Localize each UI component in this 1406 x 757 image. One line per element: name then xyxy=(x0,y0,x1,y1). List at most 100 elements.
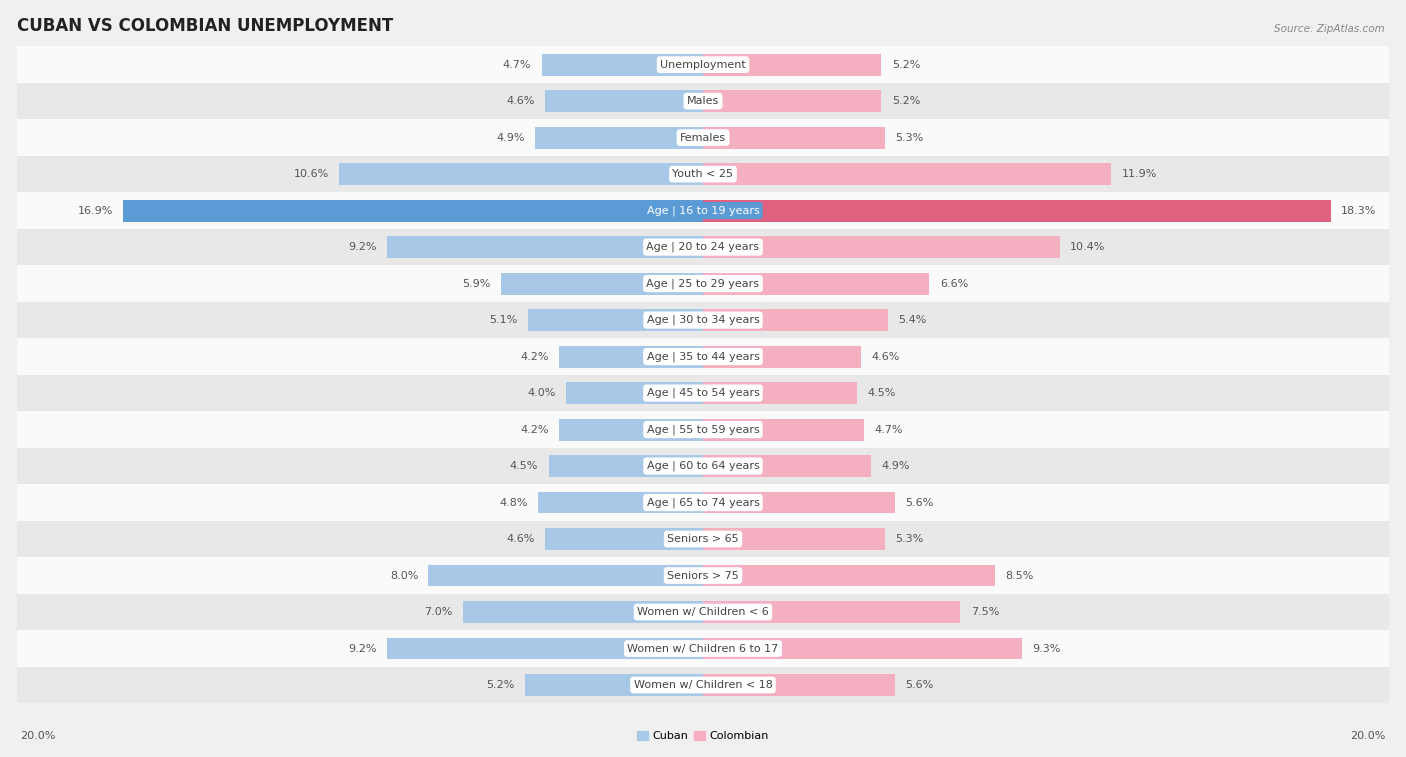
Bar xyxy=(17,120,1389,156)
Text: 5.2%: 5.2% xyxy=(891,96,920,106)
Bar xyxy=(17,156,1389,192)
Text: CUBAN VS COLOMBIAN UNEMPLOYMENT: CUBAN VS COLOMBIAN UNEMPLOYMENT xyxy=(17,17,392,35)
Bar xyxy=(548,455,703,477)
Bar xyxy=(17,593,1389,631)
Bar xyxy=(17,631,1389,667)
Text: Males: Males xyxy=(688,96,718,106)
Text: 4.9%: 4.9% xyxy=(882,461,910,471)
Bar xyxy=(17,266,1389,302)
Text: Age | 45 to 54 years: Age | 45 to 54 years xyxy=(647,388,759,398)
Bar xyxy=(703,455,872,477)
Bar xyxy=(703,528,884,550)
Bar xyxy=(546,90,703,112)
Text: 10.4%: 10.4% xyxy=(1070,242,1105,252)
Text: 5.3%: 5.3% xyxy=(896,132,924,142)
Bar xyxy=(538,491,703,513)
Bar xyxy=(524,674,703,696)
Text: 4.5%: 4.5% xyxy=(868,388,896,398)
Bar xyxy=(703,491,896,513)
Bar xyxy=(703,309,889,331)
Text: Age | 16 to 19 years: Age | 16 to 19 years xyxy=(647,205,759,216)
Bar xyxy=(558,346,703,367)
Text: 10.6%: 10.6% xyxy=(294,169,329,179)
Text: 4.6%: 4.6% xyxy=(872,351,900,362)
Bar xyxy=(17,484,1389,521)
Bar xyxy=(529,309,703,331)
Text: 20.0%: 20.0% xyxy=(1351,731,1386,740)
Text: 4.8%: 4.8% xyxy=(499,497,529,507)
Bar xyxy=(703,419,865,441)
Text: Females: Females xyxy=(681,132,725,142)
Text: 6.6%: 6.6% xyxy=(939,279,969,288)
Bar xyxy=(565,382,703,404)
Text: Age | 35 to 44 years: Age | 35 to 44 years xyxy=(647,351,759,362)
Text: 11.9%: 11.9% xyxy=(1122,169,1157,179)
Bar xyxy=(541,54,703,76)
Bar xyxy=(703,346,860,367)
Bar xyxy=(387,637,703,659)
Bar xyxy=(17,46,1389,83)
Text: 9.2%: 9.2% xyxy=(349,242,377,252)
Text: 5.6%: 5.6% xyxy=(905,497,934,507)
Text: Age | 25 to 29 years: Age | 25 to 29 years xyxy=(647,279,759,289)
Bar xyxy=(703,200,1331,222)
Legend: Cuban, Colombian: Cuban, Colombian xyxy=(633,727,773,746)
Bar xyxy=(703,674,896,696)
Text: 4.2%: 4.2% xyxy=(520,425,548,435)
Bar xyxy=(534,126,703,148)
Text: Women w/ Children < 18: Women w/ Children < 18 xyxy=(634,680,772,690)
Bar xyxy=(17,667,1389,703)
Bar xyxy=(703,601,960,623)
Text: Age | 20 to 24 years: Age | 20 to 24 years xyxy=(647,241,759,252)
Bar xyxy=(703,382,858,404)
Text: 18.3%: 18.3% xyxy=(1341,206,1376,216)
Text: Age | 30 to 34 years: Age | 30 to 34 years xyxy=(647,315,759,326)
Bar xyxy=(703,126,884,148)
Bar xyxy=(17,229,1389,266)
Bar xyxy=(558,419,703,441)
Text: 9.2%: 9.2% xyxy=(349,643,377,653)
Text: Age | 60 to 64 years: Age | 60 to 64 years xyxy=(647,461,759,472)
Bar xyxy=(17,411,1389,448)
Bar xyxy=(17,192,1389,229)
Bar xyxy=(703,273,929,294)
Text: 4.9%: 4.9% xyxy=(496,132,524,142)
Bar xyxy=(703,637,1022,659)
Text: 5.4%: 5.4% xyxy=(898,315,927,325)
Bar xyxy=(17,83,1389,120)
Bar xyxy=(429,565,703,587)
Bar xyxy=(387,236,703,258)
Text: 4.2%: 4.2% xyxy=(520,351,548,362)
Text: 16.9%: 16.9% xyxy=(77,206,112,216)
Bar xyxy=(17,375,1389,411)
Bar xyxy=(124,200,703,222)
Text: 8.5%: 8.5% xyxy=(1005,571,1033,581)
Bar xyxy=(339,164,703,185)
Text: Women w/ Children 6 to 17: Women w/ Children 6 to 17 xyxy=(627,643,779,653)
Text: 4.0%: 4.0% xyxy=(527,388,555,398)
Text: Seniors > 75: Seniors > 75 xyxy=(666,571,740,581)
Bar xyxy=(17,521,1389,557)
Bar xyxy=(17,302,1389,338)
Text: Source: ZipAtlas.com: Source: ZipAtlas.com xyxy=(1274,24,1385,34)
Text: Age | 65 to 74 years: Age | 65 to 74 years xyxy=(647,497,759,508)
Text: 5.2%: 5.2% xyxy=(891,60,920,70)
Text: 4.7%: 4.7% xyxy=(503,60,531,70)
Text: 5.1%: 5.1% xyxy=(489,315,517,325)
Text: Unemployment: Unemployment xyxy=(661,60,745,70)
Text: 4.6%: 4.6% xyxy=(506,534,534,544)
Bar xyxy=(703,90,882,112)
Bar xyxy=(501,273,703,294)
Bar xyxy=(703,565,994,587)
Text: 7.5%: 7.5% xyxy=(970,607,1000,617)
Bar xyxy=(703,54,882,76)
Text: 9.3%: 9.3% xyxy=(1032,643,1060,653)
Text: 7.0%: 7.0% xyxy=(425,607,453,617)
Text: 4.6%: 4.6% xyxy=(506,96,534,106)
Bar xyxy=(17,338,1389,375)
Bar xyxy=(17,448,1389,484)
Text: 8.0%: 8.0% xyxy=(389,571,418,581)
Text: 5.9%: 5.9% xyxy=(461,279,491,288)
Text: Women w/ Children < 6: Women w/ Children < 6 xyxy=(637,607,769,617)
Bar xyxy=(17,557,1389,593)
